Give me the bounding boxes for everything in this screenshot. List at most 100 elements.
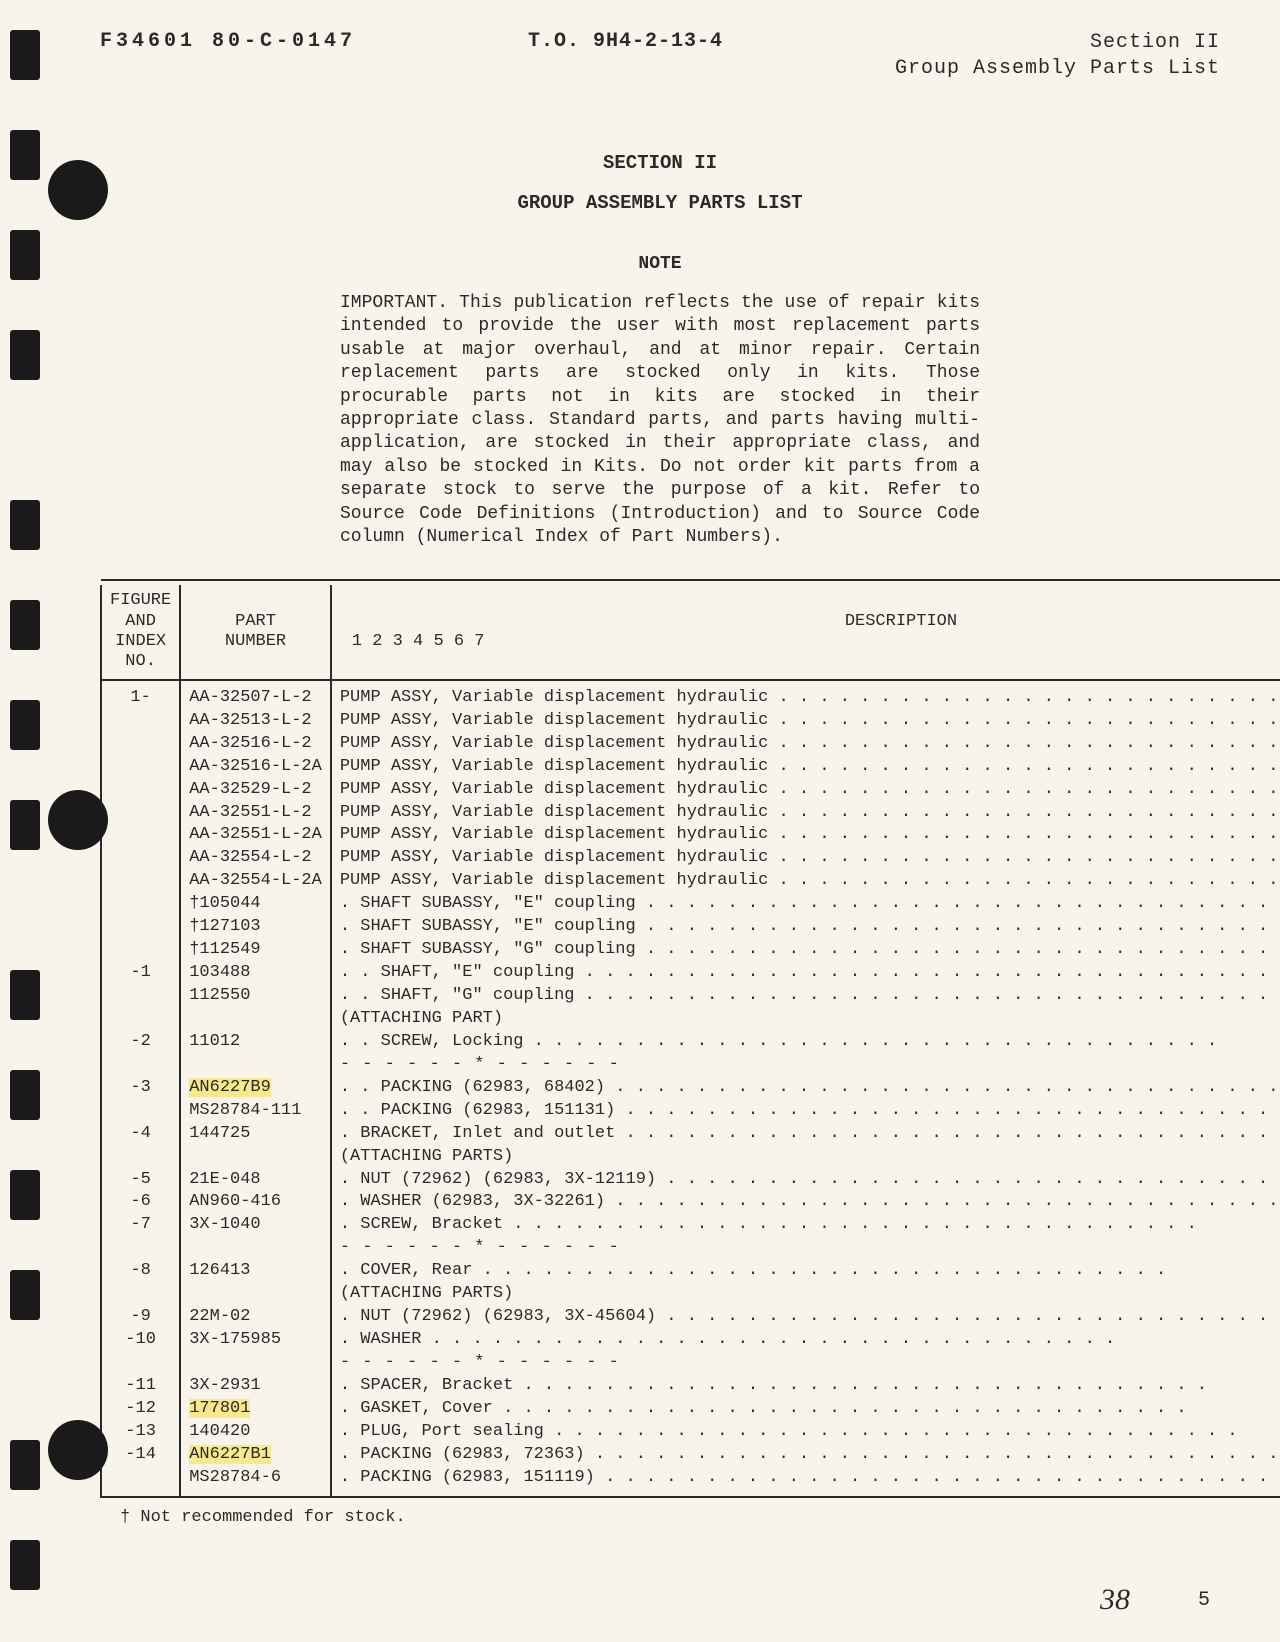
cell-part-number: AA-32551-L-2A [180,824,331,847]
header-center: T.O. 9H4-2-13-4 [528,30,723,82]
binder-tab [10,1540,40,1590]
parts-table: FIGUREANDINDEX NO. PARTNUMBER DESCRIPTIO… [100,579,1280,1497]
cell-description: . . PACKING (62983, 151131) . . . . . . … [331,1100,1280,1123]
cell-part-number: 3X-2931 [180,1375,331,1398]
cell-description: - - - - - - * - - - - - - [331,1237,1280,1260]
cell-figure: -11 [101,1375,180,1398]
table-row: -13140420. PLUG, Port sealing . . . . . … [101,1421,1280,1444]
table-row: AA-32513-L-2PUMP ASSY, Variable displace… [101,710,1280,733]
cell-figure: -12 [101,1398,180,1421]
table-row: AA-32554-L-2PUMP ASSY, Variable displace… [101,847,1280,870]
header-right: Section II Group Assembly Parts List [895,30,1220,82]
cell-figure: -9 [101,1306,180,1329]
header-left: F34601 80-C-0147 [100,30,356,82]
cell-figure [101,1283,180,1306]
table-row: (ATTACHING PARTS) [101,1146,1280,1169]
footnote: † Not recommended for stock. [120,1508,1220,1527]
table-row: -922M-02. NUT (72962) (62983, 3X-45604) … [101,1306,1280,1329]
parts-table-body: 1-AA-32507-L-2PUMP ASSY, Variable displa… [101,680,1280,1497]
cell-figure [101,733,180,756]
cell-part-number: 177801 [180,1398,331,1421]
table-row: -6AN960-416. WASHER (62983, 3X-32261) . … [101,1191,1280,1214]
cell-description: . WASHER . . . . . . . . . . . . . . . .… [331,1329,1280,1352]
cell-part-number: AA-32516-L-2 [180,733,331,756]
table-row: -8126413. COVER, Rear . . . . . . . . . … [101,1260,1280,1283]
punch-hole [48,790,108,850]
table-row: -521E-048. NUT (72962) (62983, 3X-12119)… [101,1169,1280,1192]
cell-part-number: 21E-048 [180,1169,331,1192]
cell-figure [101,1467,180,1490]
cell-figure [101,985,180,1008]
cell-part-number: AA-32554-L-2 [180,847,331,870]
cell-figure: -14 [101,1444,180,1467]
cell-part-number: 3X-175985 [180,1329,331,1352]
cell-figure [101,710,180,733]
cell-description: PUMP ASSY, Variable displacement hydraul… [331,756,1280,779]
cell-part-number: 11012 [180,1031,331,1054]
cell-figure [101,1008,180,1031]
note-body: IMPORTANT. This publication reflects the… [340,292,980,549]
table-row: AA-32516-L-2PUMP ASSY, Variable displace… [101,733,1280,756]
table-row: AA-32551-L-2APUMP ASSY, Variable displac… [101,824,1280,847]
handwritten-page-number: 38 [1100,1583,1130,1617]
cell-figure [101,1054,180,1077]
binder-tab [10,500,40,550]
binder-tab [10,1270,40,1320]
binder-tab [10,970,40,1020]
cell-part-number [180,1008,331,1031]
cell-figure [101,1100,180,1123]
cell-description: PUMP ASSY, Variable displacement hydraul… [331,870,1280,893]
cell-part-number: 103488 [180,962,331,985]
cell-description: . PLUG, Port sealing . . . . . . . . . .… [331,1421,1280,1444]
cell-description: . SCREW, Bracket . . . . . . . . . . . .… [331,1214,1280,1237]
cell-figure: -13 [101,1421,180,1444]
cell-description: PUMP ASSY, Variable displacement hydraul… [331,847,1280,870]
punch-hole [48,1420,108,1480]
cell-description: . NUT (72962) (62983, 3X-45604) . . . . … [331,1306,1280,1329]
section-title: SECTION II [100,152,1220,174]
cell-figure [101,916,180,939]
binder-tab [10,800,40,850]
document-page: F34601 80-C-0147 T.O. 9H4-2-13-4 Section… [0,0,1280,1642]
cell-part-number: MS28784-6 [180,1467,331,1490]
binder-tab [10,600,40,650]
cell-part-number: AN6227B1 [180,1444,331,1467]
cell-description: PUMP ASSY, Variable displacement hydraul… [331,779,1280,802]
cell-description: . SHAFT SUBASSY, "G" coupling . . . . . … [331,939,1280,962]
binder-tab [10,30,40,80]
cell-part-number: AA-32513-L-2 [180,710,331,733]
binder-tab [10,330,40,380]
cell-description: . PACKING (62983, 72363) . . . . . . . .… [331,1444,1280,1467]
cell-description: . . PACKING (62983, 68402) . . . . . . .… [331,1077,1280,1100]
binder-holes [0,0,60,1642]
cell-part-number [180,1283,331,1306]
table-row: -73X-1040. SCREW, Bracket . . . . . . . … [101,1214,1280,1237]
col-header-part: PARTNUMBER [180,585,331,680]
binder-tab [10,130,40,180]
note-label: NOTE [100,254,1220,274]
cell-figure: -8 [101,1260,180,1283]
cell-part-number: 112550 [180,985,331,1008]
cell-figure [101,893,180,916]
cell-part-number: MS28784-111 [180,1100,331,1123]
table-row: †112549. SHAFT SUBASSY, "G" coupling . .… [101,939,1280,962]
cell-description: PUMP ASSY, Variable displacement hydraul… [331,802,1280,825]
table-row: - - - - - - * - - - - - - [101,1352,1280,1375]
table-row: -113X-2931. SPACER, Bracket . . . . . . … [101,1375,1280,1398]
cell-part-number [180,1146,331,1169]
table-row: -211012. . SCREW, Locking . . . . . . . … [101,1031,1280,1054]
cell-part-number: 3X-1040 [180,1214,331,1237]
cell-description: . . SCREW, Locking . . . . . . . . . . .… [331,1031,1280,1054]
cell-figure: -7 [101,1214,180,1237]
table-row: †127103. SHAFT SUBASSY, "E" coupling . .… [101,916,1280,939]
table-row: -12177801. GASKET, Cover . . . . . . . .… [101,1398,1280,1421]
cell-figure: -1 [101,962,180,985]
cell-figure [101,802,180,825]
cell-description: . . SHAFT, "G" coupling . . . . . . . . … [331,985,1280,1008]
cell-description: . BRACKET, Inlet and outlet . . . . . . … [331,1123,1280,1146]
table-row: (ATTACHING PARTS) [101,1283,1280,1306]
header-right-line2: Group Assembly Parts List [895,56,1220,82]
cell-part-number [180,1054,331,1077]
cell-part-number: AA-32529-L-2 [180,779,331,802]
cell-part-number: 144725 [180,1123,331,1146]
